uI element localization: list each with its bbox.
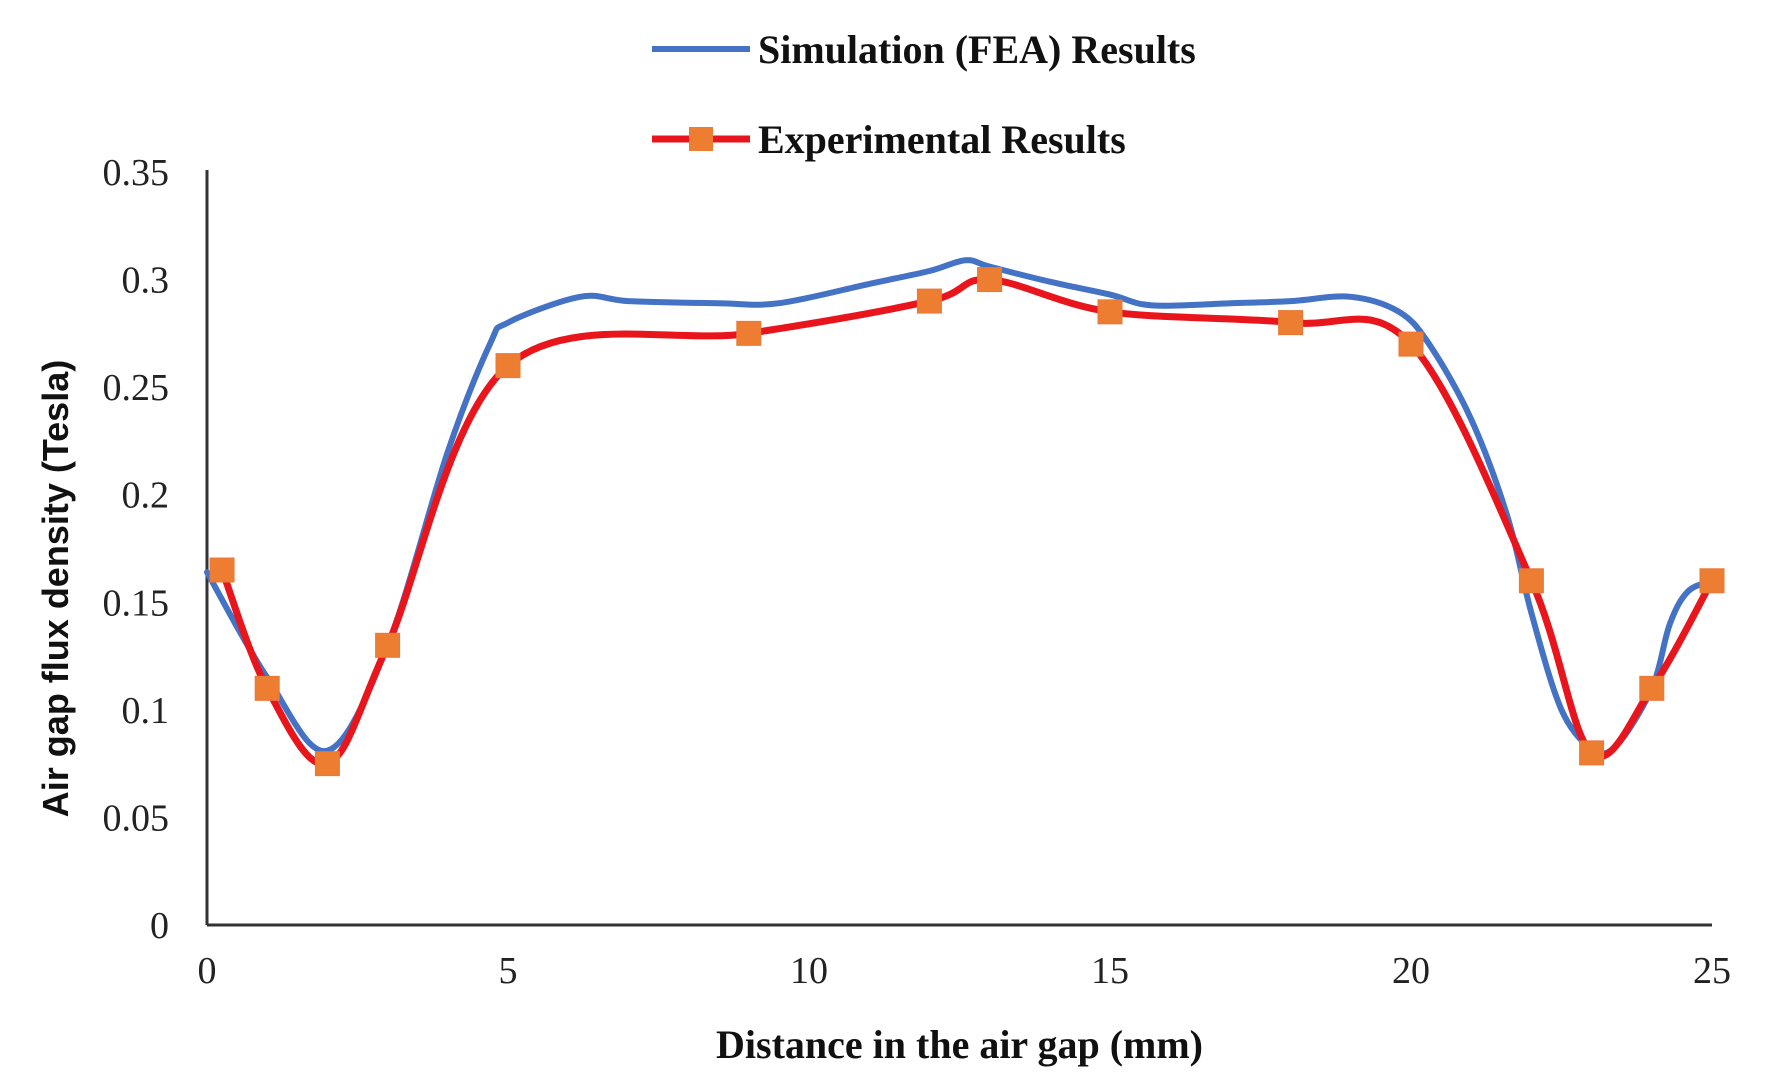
y-tick-label: 0.1 (122, 690, 170, 732)
y-tick-label: 0.05 (103, 797, 170, 839)
experimental-marker (495, 353, 521, 379)
legend-label: Simulation (FEA) Results (758, 27, 1196, 72)
legend-item-experimental: Experimental Results (652, 117, 1126, 162)
x-tick-label: 0 (198, 950, 217, 992)
experimental-marker (209, 557, 235, 583)
y-tick-label: 0 (150, 905, 169, 947)
axes: 0 0.05 0.1 0.15 0.2 0.25 0.3 0.35 0 5 10 15 20 25 (103, 152, 1732, 992)
y-axis-title: Air gap flux density (Tesla) (35, 360, 76, 817)
experimental-line (218, 276, 1716, 768)
x-tick-label: 5 (499, 950, 518, 992)
x-axis-title: Distance in the air gap (mm) (716, 1022, 1203, 1067)
series-layer (204, 257, 1725, 777)
experimental-marker (916, 288, 942, 314)
y-tick-label: 0.15 (103, 582, 170, 624)
legend-label: Experimental Results (758, 117, 1126, 162)
series-simulation (204, 257, 1715, 757)
y-tick-label: 0.35 (103, 152, 170, 194)
experimental-marker (977, 267, 1003, 293)
experimental-marker (1518, 568, 1544, 594)
legend: Simulation (FEA) Results Experimental Res… (652, 27, 1196, 162)
y-tick-label: 0.3 (122, 260, 170, 302)
experimental-marker (1278, 310, 1304, 336)
y-tick-label: 0.25 (103, 367, 170, 409)
experimental-marker (1639, 675, 1665, 701)
experimental-marker (314, 751, 340, 777)
experimental-marker (254, 675, 280, 701)
x-tick-label: 25 (1693, 950, 1731, 992)
legend-swatch-marker (689, 127, 713, 151)
experimental-marker (1398, 331, 1424, 357)
x-tick-label: 10 (790, 950, 828, 992)
experimental-marker (736, 320, 762, 346)
series-experimental (209, 267, 1725, 777)
legend-item-simulation: Simulation (FEA) Results (652, 27, 1196, 72)
x-tick-label: 15 (1091, 950, 1129, 992)
experimental-marker (375, 632, 401, 658)
simulation-line (204, 257, 1715, 757)
y-tick-label: 0.2 (122, 475, 170, 517)
experimental-marker (1097, 299, 1123, 325)
experimental-marker (1579, 740, 1605, 766)
x-tick-label: 20 (1392, 950, 1430, 992)
experimental-marker (1699, 568, 1725, 594)
